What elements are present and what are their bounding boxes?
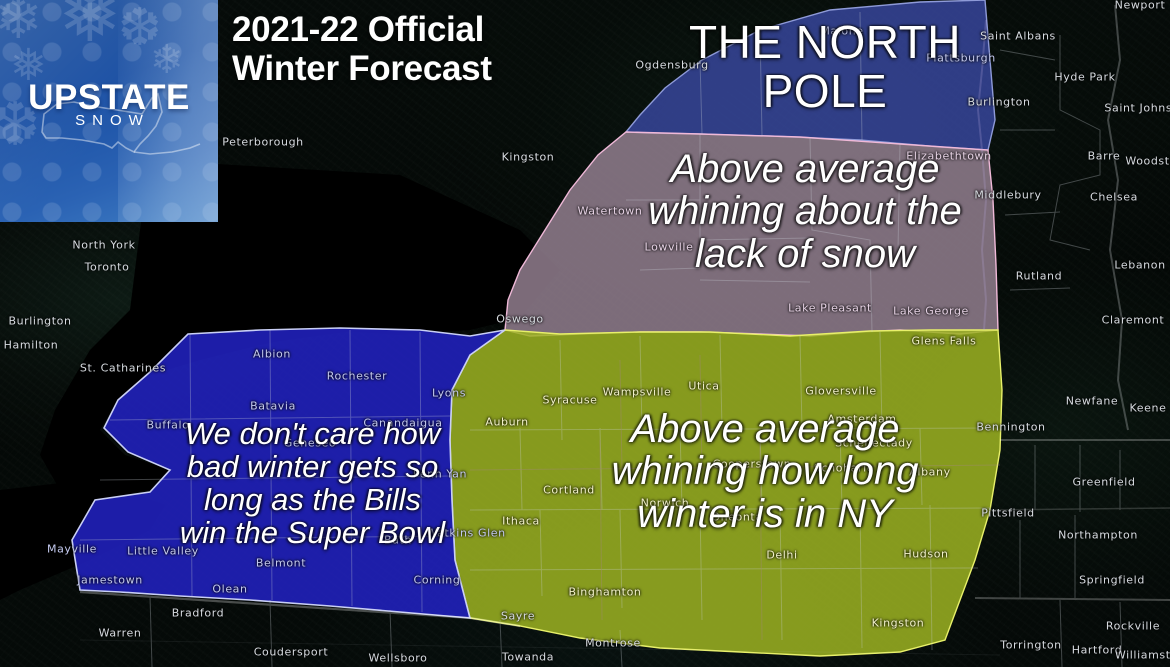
logo-wordmark: UPSTATE xyxy=(28,78,190,117)
logo-dot-pattern xyxy=(0,0,218,222)
snowflake-icon: ❆ xyxy=(118,0,162,57)
region-above-average-lack-of-snow xyxy=(504,131,999,337)
logo-subtitle: SNOW xyxy=(75,112,150,129)
region-bills-super-bowl xyxy=(71,327,506,619)
snowflake-icon: ❄ xyxy=(150,38,184,82)
snowflake-icon: ❄ xyxy=(0,0,43,51)
snowflake-icon: ❅ xyxy=(10,41,47,90)
logo-sheen xyxy=(118,0,218,222)
brand-logo: ❄ ❅ ❆ ❅ ❄ ❆ UPSTATE SNOW xyxy=(0,0,218,222)
new-york-state-outline-icon xyxy=(41,92,201,155)
page-title: 2021-22 Official Winter Forecast xyxy=(232,10,492,89)
snowflake-icon: ❆ xyxy=(0,91,41,158)
snowflake-icon: ❅ xyxy=(58,0,122,58)
